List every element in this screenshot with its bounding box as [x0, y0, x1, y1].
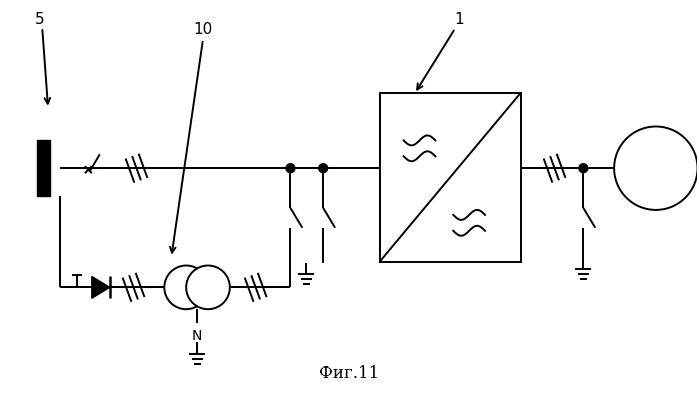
Circle shape	[286, 164, 295, 173]
Text: 5: 5	[34, 12, 44, 27]
Circle shape	[579, 164, 588, 173]
Polygon shape	[92, 276, 110, 298]
Circle shape	[164, 265, 208, 309]
Text: 10: 10	[194, 22, 212, 37]
Text: Фиг.11: Фиг.11	[319, 365, 379, 382]
Circle shape	[319, 164, 328, 173]
Text: N: N	[192, 329, 202, 343]
Bar	[380, 93, 521, 261]
Bar	[37, 140, 50, 196]
Circle shape	[614, 126, 698, 210]
Circle shape	[186, 265, 230, 309]
Text: 1: 1	[454, 12, 464, 27]
